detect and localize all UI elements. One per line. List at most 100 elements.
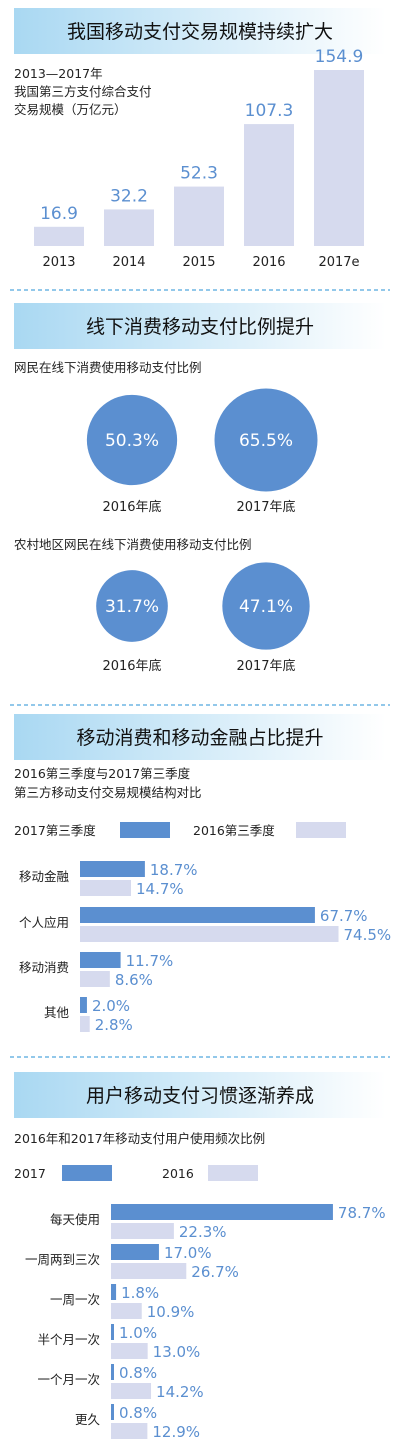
bar-2016-一个月一次 bbox=[111, 1383, 152, 1399]
usage-frequency-bar-chart: 每天使用 78.7% 22.3% 一周两到三次 17.0%26.7% 一周一次 1.8%10… bbox=[25, 1204, 386, 1441]
x-tick-label: 2017e bbox=[318, 255, 359, 270]
bar-2017-每天使用 bbox=[111, 1204, 333, 1220]
bar-value-label: 17.0% bbox=[164, 1244, 212, 1262]
bar-2016第三季度-移动消费 bbox=[80, 971, 110, 987]
bar-2016第三季度-其他 bbox=[80, 1016, 90, 1032]
section1-banner bbox=[14, 8, 386, 54]
section3-subtitle-line1: 2016第三季度与2017第三季度 bbox=[14, 766, 191, 781]
category-label: 移动金融 bbox=[19, 869, 70, 884]
section4-legend-2017-swatch bbox=[62, 1165, 112, 1181]
section3-legend-2016-swatch bbox=[296, 822, 346, 838]
x-tick-label: 2016 bbox=[252, 255, 285, 270]
section4-legend-2016-label: 2016 bbox=[162, 1166, 194, 1181]
bar-2016 bbox=[244, 124, 294, 246]
bar-value-label: 26.7% bbox=[191, 1263, 239, 1281]
section2-group2-label: 农村地区网民在线下消费使用移动支付比例 bbox=[14, 537, 252, 552]
bubble-category-label: 2016年底 bbox=[102, 499, 161, 515]
section3-title: 移动消费和移动金融占比提升 bbox=[76, 727, 323, 749]
bar-2013 bbox=[34, 226, 84, 246]
section3-banner bbox=[14, 714, 386, 760]
bar-value-label: 52.3 bbox=[180, 164, 218, 184]
category-label: 更久 bbox=[75, 1412, 101, 1427]
section1-subtitle-line3: 交易规模（万亿元） bbox=[14, 102, 127, 117]
bar-value-label: 32.2 bbox=[110, 186, 148, 206]
section2-title: 线下消费移动支付比例提升 bbox=[86, 316, 314, 338]
bar-2017-一周两到三次 bbox=[111, 1244, 159, 1260]
section3-legend-2017-swatch bbox=[120, 822, 170, 838]
bar-value-label: 12.9% bbox=[152, 1423, 200, 1441]
section4-legend-2017-label: 2017 bbox=[14, 1166, 46, 1181]
structure-compare-bar-chart: 移动金融 18.7%14.7% 个人应用 67.7%74.5% 移动消费 11.7%8.6… bbox=[19, 861, 391, 1034]
bar-value-label: 22.3% bbox=[179, 1223, 227, 1241]
section1-title: 我国移动支付交易规模持续扩大 bbox=[67, 21, 333, 43]
bar-value-label: 16.9 bbox=[40, 204, 78, 224]
section2-group1-label: 网民在线下消费使用移动支付比例 bbox=[14, 360, 202, 375]
category-label: 一周一次 bbox=[50, 1292, 100, 1307]
category-label: 个人应用 bbox=[19, 915, 69, 930]
bar-2017-半个月一次 bbox=[111, 1324, 114, 1340]
bar-2017第三季度-其他 bbox=[80, 997, 87, 1013]
category-label: 每天使用 bbox=[50, 1212, 100, 1227]
bar-value-label: 2.0% bbox=[92, 997, 130, 1015]
bar-value-label: 1.0% bbox=[119, 1324, 157, 1342]
bar-2017-一周一次 bbox=[111, 1284, 117, 1300]
bar-2016-更久 bbox=[111, 1423, 148, 1439]
bar-2016-半个月一次 bbox=[111, 1343, 148, 1359]
bar-value-label: 67.7% bbox=[320, 907, 368, 925]
x-tick-label: 2015 bbox=[182, 255, 215, 270]
bar-value-label: 0.8% bbox=[119, 1404, 157, 1422]
bar-2017e bbox=[314, 70, 364, 246]
bar-2017第三季度-移动金融 bbox=[80, 861, 145, 877]
bubble-value-label: 65.5% bbox=[239, 431, 293, 451]
section1-subtitle-line1: 2013—2017年 bbox=[14, 66, 103, 81]
bubble-category-label: 2016年底 bbox=[102, 658, 161, 674]
category-label: 半个月一次 bbox=[37, 1332, 100, 1347]
section4-subtitle: 2016年和2017年移动支付用户使用频次比例 bbox=[14, 1131, 265, 1146]
category-label: 一个月一次 bbox=[37, 1372, 100, 1387]
bubble-category-label: 2017年底 bbox=[236, 658, 295, 674]
bar-2016第三季度-移动金融 bbox=[80, 880, 132, 896]
section3-legend-2016-label: 2016第三季度 bbox=[193, 823, 275, 838]
category-label: 一周两到三次 bbox=[25, 1252, 100, 1267]
bar-2016-每天使用 bbox=[111, 1223, 174, 1239]
category-label: 其他 bbox=[44, 1005, 70, 1020]
section4-banner bbox=[14, 1072, 386, 1118]
bar-2017-更久 bbox=[111, 1404, 114, 1420]
section3-subtitle-line2: 第三方移动支付交易规模结构对比 bbox=[14, 785, 202, 800]
bar-value-label: 18.7% bbox=[150, 861, 198, 879]
bar-value-label: 154.9 bbox=[315, 47, 364, 67]
annual-volume-bar-chart: 16.9 2013 32.2 2014 52.3 2015 107.3 2016 154.9 20… bbox=[34, 47, 364, 270]
bar-2015 bbox=[174, 186, 224, 246]
section2-banner bbox=[14, 303, 386, 349]
rural-offline-share-bubbles: 31.7% 2016年底 47.1% 2017年底 bbox=[96, 562, 310, 674]
bar-2016第三季度-个人应用 bbox=[80, 926, 339, 942]
bar-value-label: 1.8% bbox=[121, 1284, 159, 1302]
bar-2017-一个月一次 bbox=[111, 1364, 114, 1380]
bar-value-label: 13.0% bbox=[153, 1343, 201, 1361]
bubble-category-label: 2017年底 bbox=[236, 499, 295, 515]
section4-title: 用户移动支付习惯逐渐养成 bbox=[86, 1085, 314, 1107]
bar-2017第三季度-移动消费 bbox=[80, 952, 121, 968]
bar-2014 bbox=[104, 209, 154, 246]
bar-value-label: 78.7% bbox=[338, 1204, 386, 1222]
section4-legend-2016-swatch bbox=[208, 1165, 258, 1181]
bar-2016-一周一次 bbox=[111, 1303, 142, 1319]
bar-value-label: 14.2% bbox=[156, 1383, 204, 1401]
section3-legend-2017-label: 2017第三季度 bbox=[14, 823, 96, 838]
bubble-value-label: 50.3% bbox=[105, 431, 159, 451]
bubble-value-label: 31.7% bbox=[105, 597, 159, 617]
bubble-2016年底 bbox=[86, 394, 178, 486]
bar-value-label: 11.7% bbox=[126, 952, 174, 970]
bar-value-label: 2.8% bbox=[95, 1016, 133, 1034]
section1-subtitle-line2: 我国第三方支付综合支付 bbox=[14, 84, 152, 99]
bubble-2017年底 bbox=[222, 562, 310, 650]
bar-value-label: 8.6% bbox=[115, 971, 153, 989]
bubble-2016年底 bbox=[96, 570, 168, 642]
bar-value-label: 0.8% bbox=[119, 1364, 157, 1382]
bar-value-label: 14.7% bbox=[136, 880, 184, 898]
bar-2017第三季度-个人应用 bbox=[80, 907, 315, 923]
x-tick-label: 2014 bbox=[112, 255, 145, 270]
category-label: 移动消费 bbox=[19, 960, 69, 975]
bubble-value-label: 47.1% bbox=[239, 597, 293, 617]
